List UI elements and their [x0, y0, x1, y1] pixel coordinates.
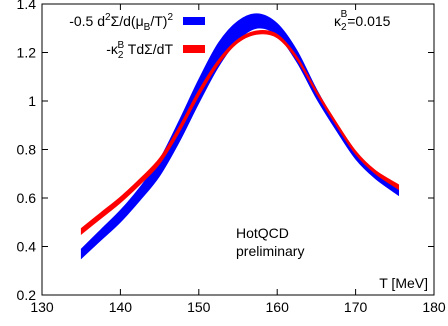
- kappa-part: =0.015: [347, 13, 390, 29]
- legend-label-part: Σ/d(μ: [111, 13, 144, 29]
- watermark-hotqcd: HotQCD: [236, 225, 289, 241]
- x-tick-label: 130: [30, 299, 54, 315]
- kappa-part: B: [341, 9, 348, 20]
- series-band-2: [80, 30, 400, 236]
- y-tick-label: 0.8: [17, 142, 37, 158]
- legend-label-part: -κ: [106, 41, 119, 57]
- legend-swatch-1: [183, 17, 205, 25]
- legend-label-part: 2: [167, 12, 173, 23]
- axis-ticks: [41, 3, 435, 296]
- kappa-part: κ: [334, 13, 342, 29]
- legend-label-part: B: [117, 40, 124, 51]
- legend-label-part: B: [144, 22, 151, 33]
- y-tick-label: 0.4: [17, 239, 37, 255]
- legend-label-part: 2: [105, 12, 111, 23]
- y-tick-label: 1.4: [17, 0, 37, 12]
- y-tick-label: 1: [28, 93, 36, 109]
- legend-label-part: 2: [118, 50, 124, 61]
- legend-label-part: /T): [150, 13, 167, 29]
- series-bands: [80, 13, 400, 260]
- legend: -0.5 d2Σ/d(μB/T)2-κ2B TdΣ/dT: [69, 12, 205, 61]
- x-tick-label: 160: [266, 299, 290, 315]
- kappa-annotation: κ2 B=0.015: [334, 9, 391, 33]
- legend-label-1: -0.5 d2Σ/d(μB/T)2: [69, 12, 173, 33]
- x-tick-label: 150: [187, 299, 211, 315]
- x-tick-label: 180: [422, 299, 446, 315]
- legend-label-part: TdΣ/dT: [124, 41, 173, 57]
- legend-swatch-2: [183, 45, 205, 53]
- series-band-1: [80, 13, 400, 260]
- watermark-preliminary: preliminary: [236, 243, 304, 259]
- kappa-part: 2: [341, 22, 347, 33]
- x-tick-label: 170: [344, 299, 368, 315]
- legend-label-2: -κ2B TdΣ/dT: [106, 40, 173, 61]
- tick-labels: 130 140 150 160 170 180 0.2 0.4 0.6 0.8 1 1.2 1.4: [17, 0, 446, 315]
- y-tick-label: 1.2: [17, 45, 37, 61]
- y-tick-label: 0.2: [17, 287, 37, 303]
- x-tick-label: 140: [109, 299, 133, 315]
- y-tick-label: 0.6: [17, 190, 37, 206]
- legend-label-part: -0.5 d: [69, 13, 105, 29]
- x-axis-label: T [MeV]: [379, 275, 428, 291]
